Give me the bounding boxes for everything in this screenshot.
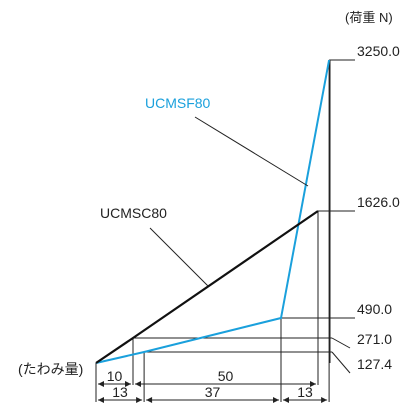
dim-bottom-arrow-right-0 bbox=[136, 397, 143, 403]
load-label-3: 271.0 bbox=[357, 331, 392, 347]
guide-lines bbox=[95, 59, 355, 402]
dim-top-label-0: 10 bbox=[107, 368, 123, 384]
dim-bottom-arrow-left-0 bbox=[98, 397, 104, 403]
connector-127 bbox=[331, 351, 351, 374]
dim-top-arrow-right-1 bbox=[310, 381, 316, 387]
dim-bottom-arrow-left-2 bbox=[283, 397, 289, 403]
dim-top-arrow-left-0 bbox=[98, 381, 104, 387]
dim-bottom-arrow-right-1 bbox=[273, 397, 279, 403]
dim-bottom-label-1: 37 bbox=[205, 384, 221, 400]
deflection-axis-label: (たわみ量) bbox=[18, 361, 83, 377]
load-unit-label: (荷重 N) bbox=[345, 10, 393, 25]
dim-top-arrow-right-0 bbox=[125, 381, 131, 387]
load-label-4: 127.4 bbox=[357, 356, 392, 372]
load-value-labels: 3250.0 1626.0 490.0 271.0 127.4 bbox=[357, 43, 400, 372]
load-curves bbox=[95, 59, 331, 364]
load-label-0: 3250.0 bbox=[357, 43, 400, 59]
leader-line-ucmsf80 bbox=[194, 116, 309, 187]
series-line-ucmsf80 bbox=[95, 59, 331, 364]
leader-line-ucmsc80 bbox=[149, 227, 209, 287]
connector-271 bbox=[331, 337, 351, 349]
series-line-ucmsc80 bbox=[95, 210, 319, 364]
series-label-ucmsc80: UCMSC80 bbox=[100, 205, 167, 221]
dim-bottom-arrow-right-2 bbox=[321, 397, 328, 403]
dim-top-label-1: 50 bbox=[218, 368, 234, 384]
dim-bottom-label-2: 13 bbox=[297, 384, 313, 400]
load-label-1: 1626.0 bbox=[357, 194, 400, 210]
dim-bottom-arrow-left-1 bbox=[146, 397, 153, 403]
series-label-ucmsf80: UCMSF80 bbox=[145, 95, 211, 111]
dim-top-arrow-left-1 bbox=[135, 381, 141, 387]
dimension-lines: 10 50 13 37 13 bbox=[98, 368, 328, 403]
dim-bottom-label-0: 13 bbox=[112, 384, 128, 400]
load-label-2: 490.0 bbox=[357, 301, 392, 317]
